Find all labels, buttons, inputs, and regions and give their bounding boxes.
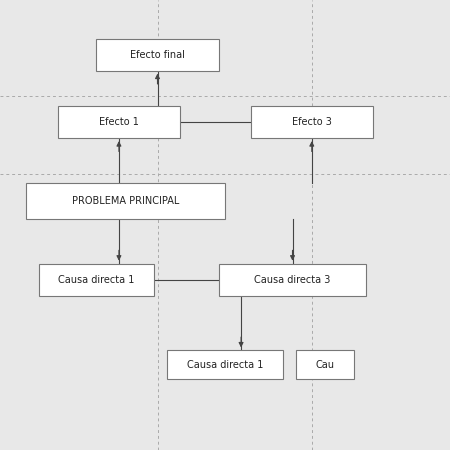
- Bar: [96, 39, 219, 71]
- Bar: [167, 351, 283, 379]
- Bar: [58, 106, 180, 138]
- Bar: [39, 264, 154, 296]
- Text: Causa directa 3: Causa directa 3: [254, 274, 331, 285]
- Bar: [296, 351, 354, 379]
- Text: Efecto 3: Efecto 3: [292, 117, 332, 127]
- Bar: [26, 183, 225, 219]
- Text: Efecto 1: Efecto 1: [99, 117, 139, 127]
- Bar: [251, 106, 373, 138]
- Text: PROBLEMA PRINCIPAL: PROBLEMA PRINCIPAL: [72, 196, 179, 206]
- Text: Causa directa 1: Causa directa 1: [187, 360, 263, 370]
- Text: Efecto final: Efecto final: [130, 50, 185, 60]
- Text: Causa directa 1: Causa directa 1: [58, 274, 135, 285]
- Bar: [219, 264, 366, 296]
- Text: Cau: Cau: [315, 360, 334, 370]
